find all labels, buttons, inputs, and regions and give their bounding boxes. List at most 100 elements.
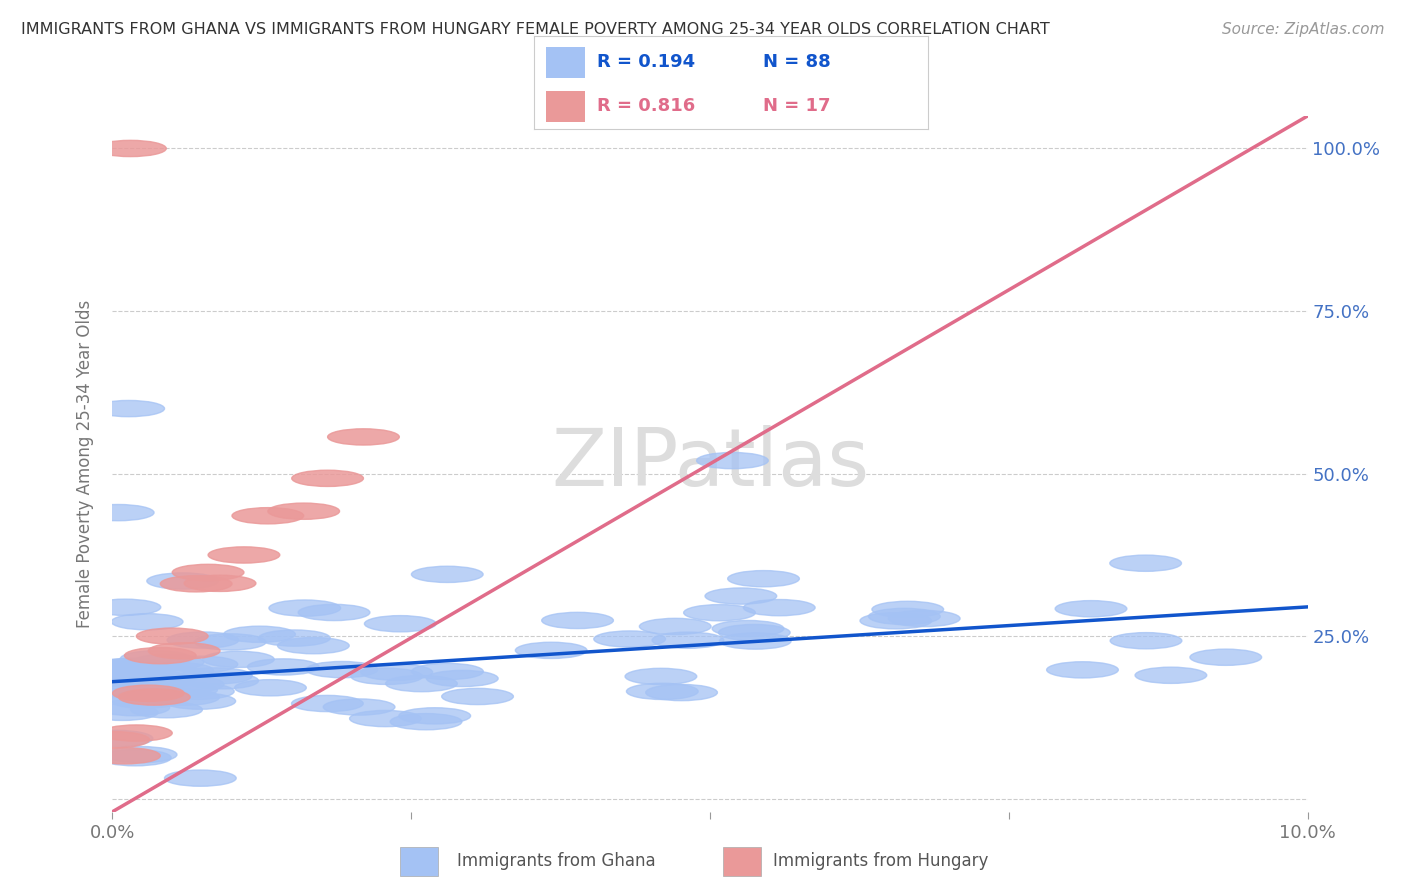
Ellipse shape: [96, 658, 167, 674]
Ellipse shape: [269, 600, 340, 616]
Ellipse shape: [704, 588, 776, 604]
Ellipse shape: [627, 683, 699, 699]
Ellipse shape: [385, 675, 457, 691]
Ellipse shape: [1109, 555, 1181, 572]
Ellipse shape: [869, 608, 941, 624]
Ellipse shape: [118, 689, 190, 706]
Text: Immigrants from Ghana: Immigrants from Ghana: [457, 852, 655, 870]
Ellipse shape: [247, 659, 319, 675]
Ellipse shape: [328, 429, 399, 445]
Text: R = 0.194: R = 0.194: [598, 54, 696, 71]
Ellipse shape: [645, 684, 717, 700]
Ellipse shape: [79, 670, 150, 686]
Ellipse shape: [187, 673, 259, 689]
Y-axis label: Female Poverty Among 25-34 Year Olds: Female Poverty Among 25-34 Year Olds: [76, 300, 94, 628]
Ellipse shape: [412, 566, 484, 582]
Ellipse shape: [269, 503, 340, 519]
Ellipse shape: [180, 668, 252, 684]
Ellipse shape: [167, 632, 239, 648]
Ellipse shape: [202, 651, 274, 667]
Ellipse shape: [110, 692, 181, 708]
Ellipse shape: [94, 140, 166, 157]
Ellipse shape: [208, 547, 280, 563]
Ellipse shape: [889, 610, 960, 627]
Ellipse shape: [640, 618, 711, 634]
Ellipse shape: [298, 605, 370, 621]
Ellipse shape: [232, 508, 304, 524]
Ellipse shape: [160, 575, 232, 592]
Ellipse shape: [323, 699, 395, 715]
Ellipse shape: [121, 673, 193, 690]
Ellipse shape: [173, 565, 245, 581]
Ellipse shape: [1046, 662, 1118, 678]
Ellipse shape: [744, 599, 815, 615]
Ellipse shape: [112, 669, 184, 685]
Ellipse shape: [516, 642, 588, 658]
Ellipse shape: [98, 699, 170, 715]
Ellipse shape: [412, 664, 484, 680]
FancyBboxPatch shape: [723, 847, 761, 876]
Ellipse shape: [165, 770, 236, 786]
Ellipse shape: [121, 650, 193, 667]
Ellipse shape: [259, 630, 330, 646]
Ellipse shape: [89, 747, 160, 764]
Ellipse shape: [94, 662, 166, 679]
Ellipse shape: [1189, 649, 1261, 665]
Ellipse shape: [93, 658, 165, 674]
Ellipse shape: [713, 621, 785, 637]
Ellipse shape: [364, 615, 436, 632]
Ellipse shape: [86, 704, 157, 721]
Ellipse shape: [136, 628, 208, 644]
Ellipse shape: [720, 633, 792, 649]
Ellipse shape: [93, 401, 165, 417]
Ellipse shape: [146, 681, 218, 698]
Ellipse shape: [350, 710, 422, 727]
Ellipse shape: [194, 634, 266, 650]
Ellipse shape: [105, 747, 177, 763]
Ellipse shape: [125, 648, 197, 664]
Ellipse shape: [110, 691, 181, 707]
Text: N = 88: N = 88: [762, 54, 831, 71]
Ellipse shape: [652, 632, 724, 648]
Ellipse shape: [1054, 600, 1126, 617]
Ellipse shape: [224, 626, 295, 642]
Ellipse shape: [111, 685, 183, 701]
FancyBboxPatch shape: [546, 47, 585, 78]
Ellipse shape: [89, 599, 160, 615]
Ellipse shape: [441, 689, 513, 705]
Ellipse shape: [149, 643, 221, 659]
Text: R = 0.816: R = 0.816: [598, 97, 696, 115]
FancyBboxPatch shape: [546, 91, 585, 122]
Ellipse shape: [112, 685, 184, 701]
Ellipse shape: [426, 671, 498, 687]
Ellipse shape: [593, 631, 665, 648]
Ellipse shape: [77, 731, 149, 747]
Ellipse shape: [166, 657, 238, 673]
Ellipse shape: [184, 575, 256, 591]
Ellipse shape: [872, 601, 943, 617]
Text: IMMIGRANTS FROM GHANA VS IMMIGRANTS FROM HUNGARY FEMALE POVERTY AMONG 25-34 YEAR: IMMIGRANTS FROM GHANA VS IMMIGRANTS FROM…: [21, 22, 1050, 37]
FancyBboxPatch shape: [401, 847, 439, 876]
Text: Source: ZipAtlas.com: Source: ZipAtlas.com: [1222, 22, 1385, 37]
Ellipse shape: [111, 614, 183, 630]
Ellipse shape: [728, 571, 800, 587]
Ellipse shape: [391, 714, 463, 730]
Ellipse shape: [165, 693, 236, 709]
Ellipse shape: [235, 680, 307, 696]
Ellipse shape: [683, 605, 755, 621]
Ellipse shape: [277, 638, 349, 654]
Ellipse shape: [399, 707, 471, 724]
Ellipse shape: [626, 668, 697, 684]
Text: N = 17: N = 17: [762, 97, 830, 115]
Ellipse shape: [541, 612, 613, 629]
Ellipse shape: [96, 681, 167, 698]
Ellipse shape: [91, 660, 163, 676]
Text: Immigrants from Hungary: Immigrants from Hungary: [773, 852, 988, 870]
Text: ZIPatlas: ZIPatlas: [551, 425, 869, 503]
Ellipse shape: [82, 731, 153, 747]
Ellipse shape: [83, 505, 155, 521]
Ellipse shape: [101, 725, 173, 741]
Ellipse shape: [1135, 667, 1206, 683]
Ellipse shape: [1111, 632, 1182, 648]
Ellipse shape: [148, 690, 219, 706]
